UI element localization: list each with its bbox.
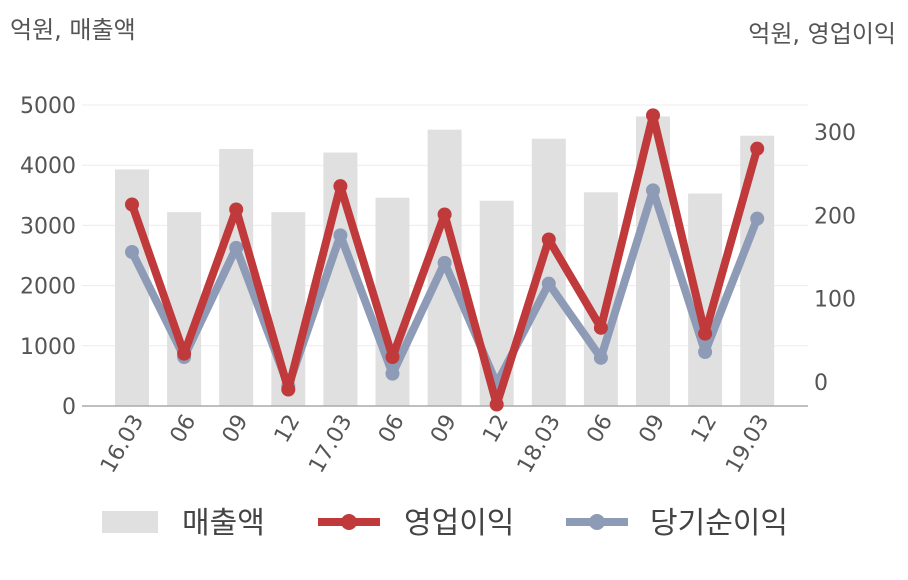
right-y-axis: 0 100 200 300 <box>814 121 856 396</box>
x-tick-label: 06 <box>582 411 618 448</box>
operating-profit-point <box>177 346 192 361</box>
legend-marker-net-income <box>589 514 605 530</box>
operating-profit-point <box>593 320 608 335</box>
net-income-point <box>750 211 765 226</box>
left-y-tick-label: 1000 <box>20 335 76 360</box>
net-income-point <box>125 245 139 259</box>
x-tick-label: 09 <box>426 411 462 448</box>
net-income-point <box>385 366 400 381</box>
net-income-point <box>437 255 452 270</box>
x-tick-label: 09 <box>635 411 671 448</box>
legend-marker-operating-profit <box>341 514 357 530</box>
right-axis-unit-label: 억원, 영업이익 <box>748 20 896 48</box>
net-income-point <box>541 276 556 291</box>
net-income-point <box>593 350 608 365</box>
x-tick-label: 12 <box>478 411 514 448</box>
x-tick-label: 17.03 <box>304 411 357 478</box>
operating-profit-point <box>750 141 765 156</box>
right-y-tick-label: 100 <box>814 288 856 313</box>
legend-label-revenue: 매출액 <box>182 506 265 541</box>
x-tick-label: 16.03 <box>96 411 149 478</box>
operating-profit-point <box>281 382 296 397</box>
net-income-point <box>229 240 244 255</box>
x-tick-label: 09 <box>218 411 254 448</box>
revenue-bar <box>167 212 202 406</box>
operating-profit-point <box>646 108 660 123</box>
net-income-point <box>698 345 713 359</box>
right-y-tick-label: 200 <box>814 204 856 229</box>
x-tick-label: 19.03 <box>721 411 774 478</box>
net-income-point <box>333 228 348 243</box>
operating-profit-point <box>229 202 244 217</box>
operating-profit-point <box>437 207 452 222</box>
left-y-axis: 0 1000 2000 3000 4000 5000 <box>20 94 76 420</box>
legend-swatch-revenue <box>102 511 158 533</box>
legend-label-operating-profit: 영업이익 <box>404 506 514 541</box>
x-tick-label: 12 <box>270 411 306 448</box>
left-axis-unit-label: 억원, 매출액 <box>10 16 136 44</box>
left-y-tick-label: 0 <box>62 395 76 420</box>
operating-profit-point <box>385 350 400 364</box>
legend: 매출액 영업이익 당기순이익 <box>102 506 788 541</box>
x-tick-label: 12 <box>687 411 723 448</box>
right-y-tick-label: 0 <box>814 371 828 396</box>
operating-profit-point <box>489 397 504 412</box>
right-y-tick-label: 300 <box>814 121 856 146</box>
left-y-tick-label: 2000 <box>20 275 76 300</box>
operating-profit-point <box>698 326 713 341</box>
x-tick-label: 06 <box>374 411 410 448</box>
left-y-tick-label: 4000 <box>20 154 76 179</box>
operating-profit-point <box>125 197 139 212</box>
operating-profit-point <box>333 179 348 194</box>
revenue-bar <box>583 192 618 406</box>
left-y-tick-label: 5000 <box>20 94 76 119</box>
x-tick-label: 18.03 <box>513 411 566 478</box>
operating-profit-point <box>541 232 556 247</box>
legend-label-net-income: 당기순이익 <box>650 506 788 541</box>
left-y-tick-label: 3000 <box>20 214 76 239</box>
net-income-point <box>646 183 660 198</box>
x-tick-label: 06 <box>166 411 202 448</box>
line-series <box>125 108 765 412</box>
